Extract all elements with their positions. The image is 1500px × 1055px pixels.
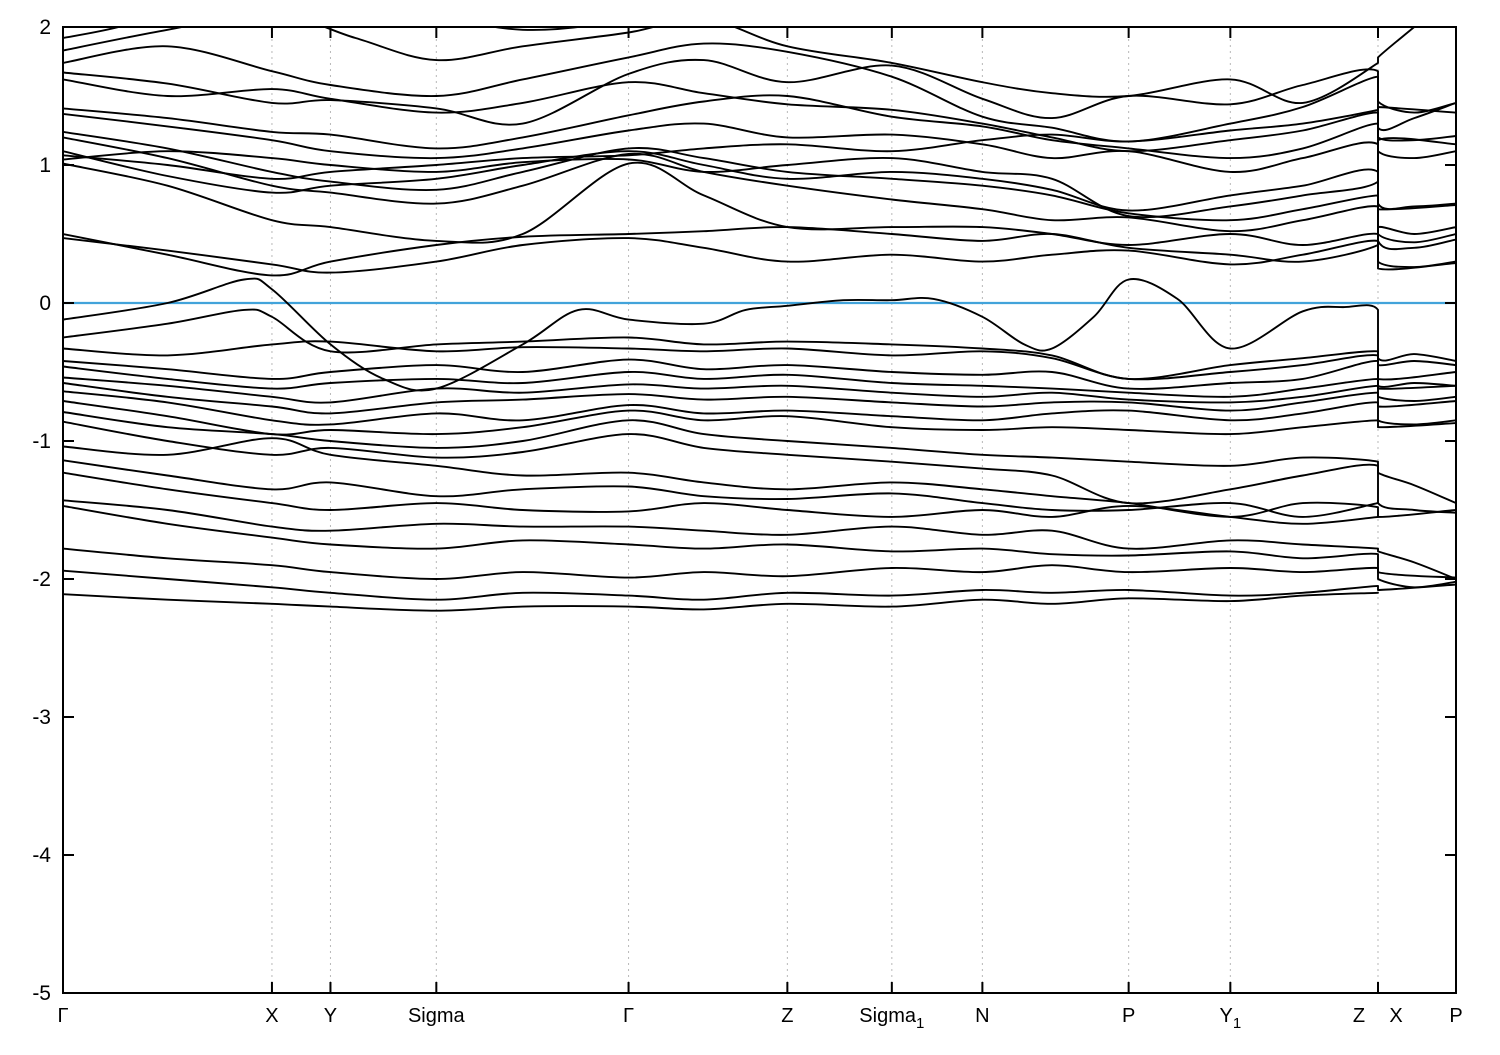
band-path-25 <box>63 411 1456 505</box>
band-path-29 <box>63 471 1379 525</box>
band-path-1 <box>63 27 586 39</box>
band-path-22 <box>63 382 1456 415</box>
band-path-8 <box>63 130 1456 222</box>
y-tick-label--3: -3 <box>32 706 51 729</box>
y-tick-label-0: 0 <box>39 292 51 315</box>
kpoint-label-X: X <box>265 1005 278 1027</box>
band-path-30 <box>63 499 1456 580</box>
plot-border <box>62 26 1457 994</box>
band-path-31 <box>63 504 1456 579</box>
band-path-21 <box>63 376 1456 404</box>
kpoint-label-X: X <box>1389 1005 1402 1027</box>
band-path-7 <box>63 112 1456 211</box>
band-path-9 <box>63 136 1456 244</box>
band-path-5 <box>63 78 1456 153</box>
y-tick-label--1: -1 <box>32 430 51 453</box>
band-path-34 <box>63 591 1379 612</box>
kpoint-label-Sigma1: Sigma1 <box>859 1005 924 1032</box>
band-path-17 <box>63 308 1456 380</box>
kpoint-label-Y: Y <box>324 1005 337 1027</box>
band-path-28 <box>63 459 1379 518</box>
kpoint-label-P: P <box>1122 1005 1135 1027</box>
kpoint-label-Γ: Γ <box>57 1005 68 1027</box>
band-path-20 <box>63 365 1456 398</box>
y-tick-label--4: -4 <box>32 844 51 867</box>
kpoint-label-Y1: Y1 <box>1219 1005 1241 1032</box>
band-path-18 <box>63 340 1456 381</box>
y-tick-label-1: 1 <box>39 154 51 177</box>
y-tick-label--2: -2 <box>32 568 51 591</box>
band-path-10 <box>63 150 1456 251</box>
band-path-6 <box>63 94 1456 160</box>
band-path-27 <box>63 437 1456 518</box>
kpoint-label-N: N <box>975 1005 989 1027</box>
y-tick-label-2: 2 <box>39 16 51 39</box>
band-path-32 <box>63 547 1456 589</box>
band-path-33 <box>63 569 1456 601</box>
y-tick-label--5: -5 <box>32 982 51 1005</box>
bands-group <box>63 27 1456 612</box>
band-path-3 <box>63 42 1456 143</box>
kpoint-label-Sigma: Sigma <box>408 1005 466 1027</box>
kpoint-label-Γ: Γ <box>623 1005 634 1027</box>
band-path-15 <box>63 237 1456 274</box>
band-path-24 <box>63 400 1456 436</box>
band-path-19 <box>63 358 1456 390</box>
band-path-23 <box>63 390 1456 426</box>
kpoint-label-Z: Z <box>1353 1005 1365 1027</box>
band-path-16 <box>63 277 1456 392</box>
kpoint-label-P: P <box>1449 1005 1462 1027</box>
band-path-12 <box>63 137 1456 219</box>
band-path-14 <box>63 225 1456 277</box>
band-path-11 <box>63 106 1456 180</box>
band-path-4 <box>63 58 1456 132</box>
kpoint-label-Z: Z <box>781 1005 793 1027</box>
